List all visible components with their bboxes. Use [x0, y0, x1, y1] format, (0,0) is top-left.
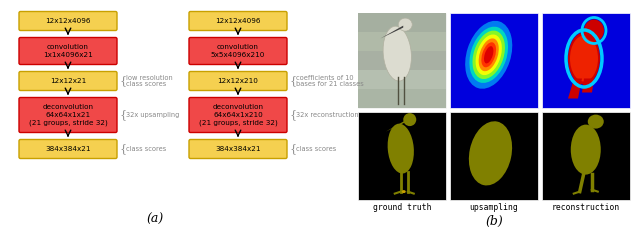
- Ellipse shape: [476, 34, 502, 75]
- Polygon shape: [582, 79, 594, 93]
- FancyBboxPatch shape: [189, 72, 287, 90]
- FancyBboxPatch shape: [19, 11, 117, 31]
- Bar: [358, 51, 446, 70]
- Text: 32x upsampling: 32x upsampling: [127, 112, 180, 118]
- Bar: [542, 13, 630, 108]
- Text: 384x384x21: 384x384x21: [215, 146, 260, 152]
- Ellipse shape: [571, 125, 601, 175]
- Text: class scores: class scores: [127, 146, 167, 152]
- Text: {: {: [120, 110, 127, 120]
- Ellipse shape: [481, 42, 496, 67]
- Text: upsampling: upsampling: [470, 203, 518, 212]
- Bar: [358, 70, 446, 89]
- Ellipse shape: [465, 21, 512, 89]
- Text: 12x12x4096: 12x12x4096: [215, 18, 260, 24]
- Text: deconvolution
64x64x1x21
(21 groups, stride 32): deconvolution 64x64x1x21 (21 groups, str…: [29, 104, 108, 126]
- FancyBboxPatch shape: [19, 140, 117, 158]
- Bar: [358, 112, 446, 200]
- Text: ground truth: ground truth: [372, 203, 431, 212]
- Text: 384x384x21: 384x384x21: [45, 146, 91, 152]
- Text: low resolution
class scores: low resolution class scores: [127, 75, 173, 88]
- Text: 12x12x210: 12x12x210: [218, 78, 259, 84]
- Text: (a): (a): [147, 213, 164, 226]
- Ellipse shape: [403, 113, 416, 126]
- FancyBboxPatch shape: [189, 11, 287, 31]
- Text: convolution
1x1x4096x21: convolution 1x1x4096x21: [43, 44, 93, 58]
- Ellipse shape: [388, 124, 414, 174]
- Text: deconvolution
64x64x1x210
(21 groups, stride 32): deconvolution 64x64x1x210 (21 groups, st…: [198, 104, 277, 126]
- Ellipse shape: [484, 46, 493, 63]
- Bar: [450, 13, 538, 108]
- Text: class scores: class scores: [296, 146, 337, 152]
- Text: (b): (b): [485, 215, 503, 228]
- Ellipse shape: [479, 38, 499, 71]
- Polygon shape: [380, 26, 403, 39]
- Ellipse shape: [472, 31, 505, 79]
- Ellipse shape: [584, 20, 604, 41]
- Text: {: {: [120, 144, 127, 154]
- Text: 12x12x4096: 12x12x4096: [45, 18, 91, 24]
- Ellipse shape: [402, 190, 406, 193]
- Text: 12x12x21: 12x12x21: [50, 78, 86, 84]
- Bar: [358, 32, 446, 51]
- Text: {: {: [289, 110, 296, 120]
- Bar: [450, 112, 538, 200]
- Text: {: {: [120, 76, 127, 86]
- FancyBboxPatch shape: [19, 97, 117, 133]
- Polygon shape: [568, 79, 582, 99]
- Bar: [358, 89, 446, 108]
- Ellipse shape: [469, 27, 508, 83]
- Polygon shape: [386, 120, 407, 132]
- Ellipse shape: [383, 26, 412, 81]
- Text: 32x reconstruction: 32x reconstruction: [296, 112, 359, 118]
- Ellipse shape: [588, 115, 604, 129]
- Text: coefficients of 10
bases for 21 classes: coefficients of 10 bases for 21 classes: [296, 75, 364, 88]
- Ellipse shape: [398, 18, 412, 31]
- FancyBboxPatch shape: [189, 140, 287, 158]
- FancyBboxPatch shape: [19, 38, 117, 65]
- Bar: [358, 13, 446, 32]
- Text: {: {: [289, 76, 296, 86]
- Ellipse shape: [469, 121, 512, 185]
- Text: reconstruction: reconstruction: [552, 203, 620, 212]
- Text: convolution
5x5x4096x210: convolution 5x5x4096x210: [211, 44, 265, 58]
- FancyBboxPatch shape: [189, 38, 287, 65]
- Bar: [358, 13, 446, 108]
- Ellipse shape: [570, 35, 598, 82]
- FancyBboxPatch shape: [19, 72, 117, 90]
- Text: {: {: [289, 144, 296, 154]
- Bar: [542, 112, 630, 200]
- Ellipse shape: [568, 32, 600, 85]
- FancyBboxPatch shape: [189, 97, 287, 133]
